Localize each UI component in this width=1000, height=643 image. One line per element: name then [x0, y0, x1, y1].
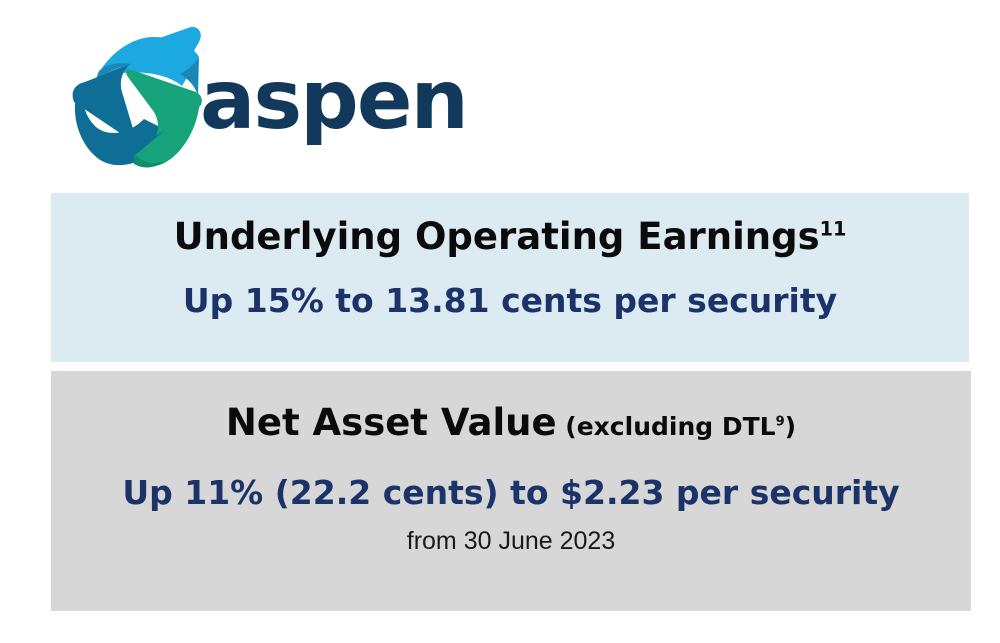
nav-heading-qualifier: (excluding DTL9)	[557, 412, 797, 441]
earnings-heading: Underlying Operating Earnings11	[51, 193, 969, 258]
nav-qualifier-close: )	[784, 412, 797, 441]
underlying-operating-earnings-band: Underlying Operating Earnings11 Up 15% t…	[51, 193, 969, 362]
net-asset-value-band: Net Asset Value (excluding DTL9) Up 11% …	[51, 371, 971, 611]
nav-subline: Up 11% (22.2 cents) to $2.23 per securit…	[122, 472, 900, 512]
earnings-heading-superscript: 11	[819, 217, 847, 241]
logo-lockup: aspen	[72, 24, 469, 170]
earnings-subline: Up 15% to 13.81 cents per security	[182, 280, 838, 320]
nav-heading-text: Net Asset Value	[225, 401, 557, 444]
nav-qualifier-superscript: 9	[775, 414, 785, 430]
brand-wordmark: aspen	[200, 53, 469, 148]
nav-footnote: from 30 June 2023	[406, 526, 616, 555]
earnings-heading-text: Underlying Operating Earnings	[173, 215, 820, 258]
aspen-triangle-logo-icon	[72, 27, 202, 168]
nav-heading: Net Asset Value (excluding DTL9)	[51, 371, 971, 444]
nav-qualifier-open: (excluding DTL	[565, 412, 776, 441]
brand-header: aspen	[0, 0, 1000, 190]
